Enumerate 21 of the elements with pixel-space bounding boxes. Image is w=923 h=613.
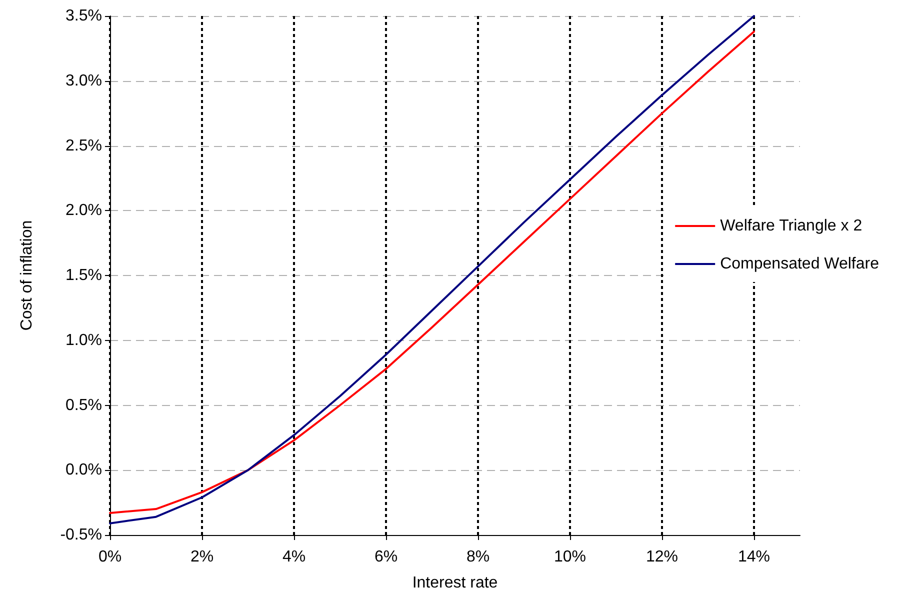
x-tick-label: 6%: [374, 548, 398, 566]
y-tick-label: 1.0%: [66, 332, 102, 349]
y-tick-label: 3.0%: [66, 72, 102, 90]
legend-label: Welfare Triangle x 2: [720, 218, 862, 234]
x-tick-label: 2%: [190, 548, 214, 566]
x-tick-label: 8%: [466, 548, 490, 566]
y-tick-label: 1.5%: [66, 267, 102, 284]
y-axis-title: Cost of inflation: [18, 220, 36, 331]
x-tick-label: 0%: [98, 548, 122, 566]
x-axis-title: Interest rate: [412, 574, 498, 592]
x-tick-label: 12%: [646, 548, 678, 566]
x-tick-label: 14%: [738, 548, 770, 566]
y-tick-label: 3.5%: [66, 8, 102, 24]
y-tick-label: -0.5%: [60, 526, 102, 544]
y-tick-label: 0.0%: [66, 462, 102, 479]
y-tick-label: 2.5%: [66, 137, 102, 154]
y-tick-label: 0.5%: [66, 396, 102, 414]
x-tick-label: 4%: [282, 548, 306, 566]
x-tick-label: 10%: [554, 548, 586, 566]
legend-label: Compensated Welfare: [720, 256, 880, 272]
y-tick-label: 2.0%: [66, 202, 102, 220]
